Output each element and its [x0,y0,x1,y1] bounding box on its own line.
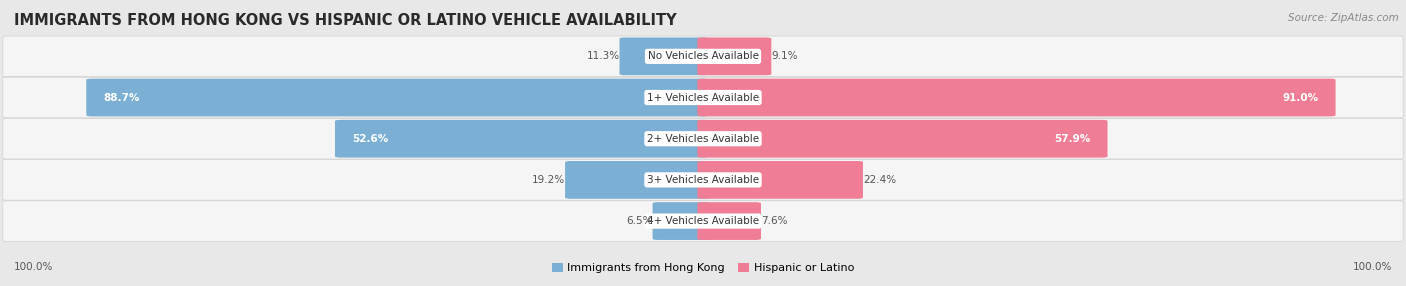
Text: IMMIGRANTS FROM HONG KONG VS HISPANIC OR LATINO VEHICLE AVAILABILITY: IMMIGRANTS FROM HONG KONG VS HISPANIC OR… [14,13,676,28]
Text: 3+ Vehicles Available: 3+ Vehicles Available [647,175,759,185]
Text: 9.1%: 9.1% [772,51,797,61]
Text: 4+ Vehicles Available: 4+ Vehicles Available [647,216,759,226]
Text: 19.2%: 19.2% [531,175,565,185]
Legend: Immigrants from Hong Kong, Hispanic or Latino: Immigrants from Hong Kong, Hispanic or L… [547,259,859,278]
Text: Source: ZipAtlas.com: Source: ZipAtlas.com [1288,13,1399,23]
Text: 100.0%: 100.0% [14,263,53,272]
Text: 11.3%: 11.3% [586,51,620,61]
Text: 6.5%: 6.5% [626,216,652,226]
Text: 2+ Vehicles Available: 2+ Vehicles Available [647,134,759,144]
Text: 52.6%: 52.6% [352,134,388,144]
Text: 57.9%: 57.9% [1054,134,1091,144]
Text: 100.0%: 100.0% [1353,263,1392,272]
Text: 22.4%: 22.4% [863,175,896,185]
Text: No Vehicles Available: No Vehicles Available [648,51,758,61]
Text: 91.0%: 91.0% [1282,93,1319,102]
Text: 88.7%: 88.7% [103,93,139,102]
Text: 1+ Vehicles Available: 1+ Vehicles Available [647,93,759,102]
Text: 7.6%: 7.6% [761,216,787,226]
